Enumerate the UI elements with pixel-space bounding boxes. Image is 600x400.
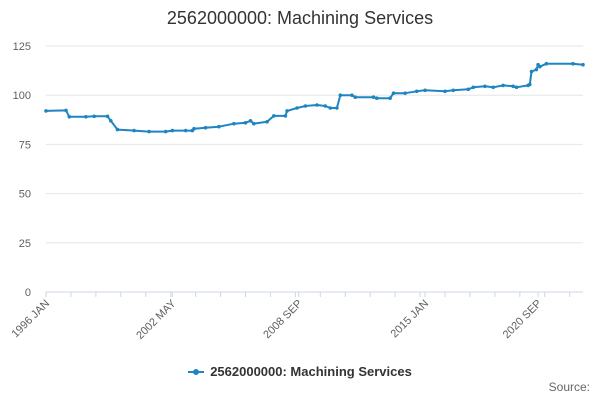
data-point: [338, 93, 343, 97]
data-point: [471, 85, 476, 90]
data-point: [183, 128, 188, 133]
y-axis: 0 25 50 75 100 125: [13, 41, 31, 299]
y-tick-label: 50: [19, 189, 31, 201]
data-point: [283, 114, 288, 118]
data-point: [64, 108, 68, 113]
legend-label: 2562000000: Machining Services: [210, 364, 412, 379]
data-point: [217, 124, 221, 129]
data-point: [371, 95, 376, 99]
data-point: [44, 109, 48, 113]
data-point: [423, 88, 427, 93]
data-point: [443, 89, 447, 94]
data-point: [483, 84, 487, 89]
data-point: [315, 103, 319, 107]
x-tick-label: 2008 SEP: [261, 298, 305, 342]
data-point: [414, 89, 419, 94]
data-point: [451, 88, 456, 93]
data-point: [295, 106, 299, 110]
data-point: [353, 95, 358, 99]
chart-title: 2562000000: Machining Services: [166, 8, 434, 28]
data-point: [147, 129, 151, 134]
data-point: [92, 114, 96, 119]
data-point: [534, 67, 539, 72]
data-point: [132, 128, 136, 133]
data-point: [350, 93, 354, 97]
data-point: [170, 128, 175, 133]
x-tick-label: 2015 JAN: [389, 298, 432, 341]
data-point: [501, 83, 506, 88]
data-point: [581, 62, 585, 67]
data-point: [544, 61, 549, 66]
data-point: [391, 91, 396, 95]
data-point: [323, 104, 328, 108]
data-point: [243, 121, 248, 125]
data-point: [511, 84, 515, 89]
data-point: [335, 106, 339, 110]
data-point: [491, 85, 496, 90]
y-tick-label: 25: [19, 238, 31, 250]
legend: 2562000000: Machining Services: [0, 364, 600, 380]
y-tick-label: 0: [25, 287, 31, 299]
data-point: [285, 109, 289, 113]
y-tick-label: 100: [13, 90, 31, 102]
x-tick-label: 1996 JAN: [9, 298, 52, 341]
data-point: [105, 114, 110, 119]
data-point: [248, 119, 253, 123]
data-point: [303, 104, 308, 108]
data-point: [192, 126, 196, 131]
data-point: [109, 119, 113, 123]
data-point: [528, 82, 532, 87]
data-point: [115, 127, 120, 132]
y-tick-label: 125: [13, 41, 31, 53]
legend-line-marker-icon: [188, 367, 205, 377]
legend-item[interactable]: 2562000000: Machining Services: [188, 364, 412, 379]
data-point: [571, 61, 575, 66]
y-tick-label: 75: [19, 139, 31, 151]
data-point: [163, 129, 168, 134]
data-point: [272, 114, 276, 118]
series-line: [45, 62, 584, 133]
source-credit: Source:: [548, 380, 590, 394]
x-tick-label: 2002 MAY: [134, 297, 179, 342]
data-point: [375, 96, 379, 100]
data-point: [265, 120, 269, 124]
data-point: [252, 121, 256, 126]
data-point: [529, 69, 534, 74]
data-point: [328, 106, 333, 110]
data-point: [538, 64, 542, 69]
data-point: [67, 115, 72, 119]
x-axis: 1996 JAN 2002 MAY 2008 SEP 2015 JAN 2020 SEP: [9, 291, 583, 342]
data-point: [203, 125, 208, 130]
data-point: [466, 87, 471, 92]
series-markers: [44, 61, 585, 134]
data-point: [84, 115, 88, 119]
data-point: [514, 85, 519, 90]
data-point: [232, 121, 236, 126]
series-layer: [44, 61, 585, 134]
grid-lines: [46, 45, 583, 244]
x-tick-label: 2020 SEP: [501, 298, 545, 342]
data-point: [388, 96, 392, 100]
data-point: [403, 91, 407, 95]
